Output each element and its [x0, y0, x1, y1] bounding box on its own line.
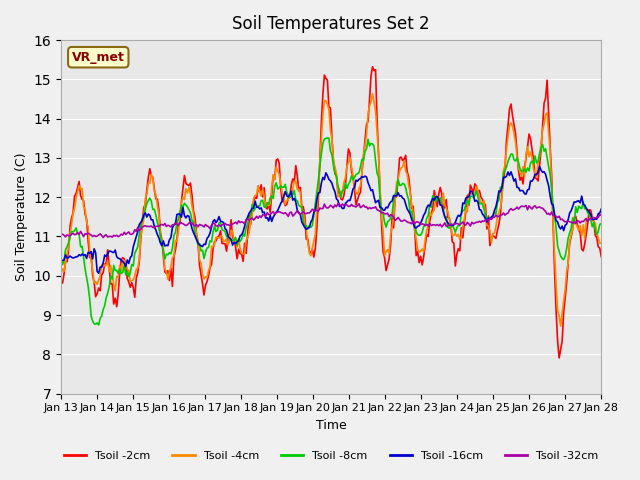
Tsoil -8cm: [597, 221, 605, 227]
Tsoil -2cm: [57, 278, 65, 284]
Tsoil -16cm: [570, 199, 578, 205]
Tsoil -32cm: [125, 229, 132, 235]
Tsoil -2cm: [556, 355, 563, 361]
Tsoil -4cm: [57, 271, 65, 276]
Tsoil -16cm: [238, 232, 246, 238]
Tsoil -4cm: [124, 266, 131, 272]
Tsoil -2cm: [294, 173, 301, 179]
Line: Tsoil -8cm: Tsoil -8cm: [61, 138, 601, 325]
X-axis label: Time: Time: [316, 419, 346, 432]
Tsoil -16cm: [95, 270, 102, 276]
Tsoil -16cm: [57, 258, 65, 264]
Tsoil -2cm: [570, 215, 578, 220]
Line: Tsoil -32cm: Tsoil -32cm: [61, 204, 601, 238]
Tsoil -16cm: [295, 210, 303, 216]
Tsoil -32cm: [334, 201, 342, 206]
Tsoil -32cm: [238, 219, 246, 225]
Tsoil -8cm: [125, 274, 132, 279]
Tsoil -32cm: [295, 211, 303, 216]
Title: Soil Temperatures Set 2: Soil Temperatures Set 2: [232, 15, 430, 33]
Tsoil -8cm: [220, 228, 227, 233]
Tsoil -2cm: [124, 276, 131, 281]
Tsoil -4cm: [597, 240, 605, 246]
Tsoil -8cm: [238, 236, 246, 242]
Tsoil -8cm: [57, 257, 65, 263]
Tsoil -4cm: [294, 186, 301, 192]
Tsoil -32cm: [57, 232, 65, 238]
Line: Tsoil -16cm: Tsoil -16cm: [61, 167, 601, 273]
Tsoil -16cm: [536, 164, 543, 169]
Line: Tsoil -2cm: Tsoil -2cm: [61, 67, 601, 358]
Tsoil -4cm: [369, 91, 376, 96]
Tsoil -8cm: [324, 135, 332, 141]
Tsoil -4cm: [557, 323, 564, 329]
Tsoil -8cm: [570, 221, 578, 227]
Y-axis label: Soil Temperature (C): Soil Temperature (C): [15, 153, 28, 281]
Tsoil -4cm: [236, 245, 244, 251]
Tsoil -2cm: [369, 64, 376, 70]
Legend: Tsoil -2cm, Tsoil -4cm, Tsoil -8cm, Tsoil -16cm, Tsoil -32cm: Tsoil -2cm, Tsoil -4cm, Tsoil -8cm, Tsoi…: [60, 447, 603, 466]
Tsoil -32cm: [570, 219, 578, 225]
Tsoil -32cm: [597, 213, 605, 218]
Tsoil -16cm: [125, 261, 132, 266]
Tsoil -4cm: [245, 230, 253, 236]
Tsoil -16cm: [597, 206, 605, 212]
Tsoil -16cm: [220, 220, 227, 226]
Tsoil -2cm: [218, 240, 226, 246]
Tsoil -8cm: [95, 322, 102, 328]
Tsoil -32cm: [220, 221, 227, 227]
Text: VR_met: VR_met: [72, 51, 125, 64]
Tsoil -32cm: [99, 235, 107, 240]
Tsoil -16cm: [247, 208, 255, 214]
Tsoil -2cm: [597, 254, 605, 260]
Tsoil -4cm: [570, 215, 578, 221]
Tsoil -32cm: [247, 216, 255, 222]
Tsoil -8cm: [247, 212, 255, 218]
Tsoil -2cm: [245, 212, 253, 218]
Tsoil -4cm: [218, 234, 226, 240]
Tsoil -8cm: [295, 203, 303, 208]
Tsoil -2cm: [236, 251, 244, 257]
Line: Tsoil -4cm: Tsoil -4cm: [61, 94, 601, 326]
